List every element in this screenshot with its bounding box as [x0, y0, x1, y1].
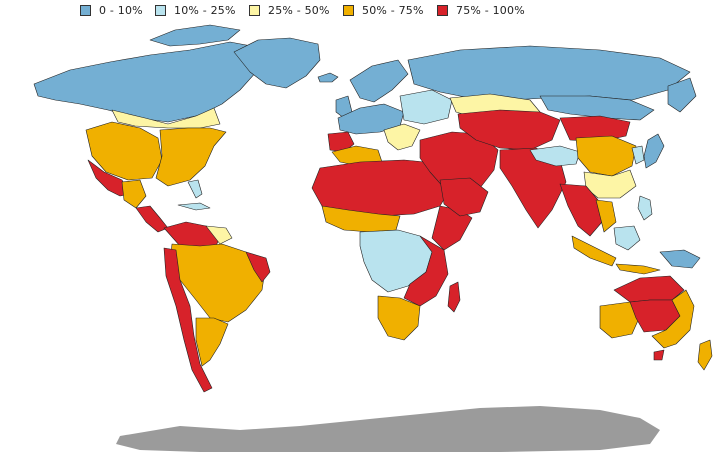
legend-label-25-50: 25% - 50% — [268, 3, 330, 17]
region-new-zealand — [697, 339, 713, 371]
region-canada-south — [111, 107, 221, 129]
region-tasmania — [653, 349, 665, 361]
legend-item-75-100: 75% - 100% — [437, 3, 525, 17]
region-tibet — [529, 145, 581, 167]
region-mexico-south — [121, 179, 147, 209]
region-canada-north — [33, 41, 263, 123]
legend-swatch-0-10 — [80, 4, 91, 16]
region-greenland — [233, 37, 321, 89]
legend-item-0-10: 0 - 10% — [80, 3, 143, 17]
region-australia-north — [613, 275, 685, 303]
region-korea — [631, 145, 645, 165]
legend-label-50-75: 50% - 75% — [362, 3, 424, 17]
region-central-africa — [359, 229, 433, 293]
region-sahara — [311, 159, 453, 217]
region-arabia — [439, 177, 489, 217]
legend-label-10-25: 10% - 25% — [174, 3, 236, 17]
region-indochina-south — [595, 199, 617, 233]
region-guianas — [205, 225, 233, 245]
region-australia-east — [651, 289, 695, 349]
legend-label-0-10: 0 - 10% — [99, 3, 143, 17]
map-legend: 0 - 10% 10% - 25% 25% - 50% 50% - 75% 75… — [0, 0, 720, 22]
region-kamchatka — [667, 77, 697, 113]
region-italy-balkans — [383, 123, 421, 151]
region-northeast-brazil — [245, 251, 271, 283]
legend-swatch-25-50 — [249, 4, 260, 16]
region-borneo — [613, 225, 641, 251]
region-china-north — [575, 135, 637, 177]
region-philippines — [637, 195, 653, 221]
region-central-america — [135, 205, 169, 233]
region-central-asia — [457, 109, 561, 151]
region-southeast-asia — [559, 183, 603, 237]
legend-swatch-50-75 — [343, 4, 354, 16]
region-southern-africa — [377, 295, 421, 341]
region-antarctica — [116, 406, 660, 452]
region-florida — [187, 179, 203, 199]
region-usa-west — [85, 121, 163, 181]
region-japan — [643, 133, 665, 169]
region-iceland — [317, 72, 339, 83]
legend-swatch-10-25 — [155, 4, 166, 16]
region-canadian-arctic-islands — [149, 24, 241, 47]
region-peru-chile — [163, 247, 213, 393]
legend-label-75-100: 75% - 100% — [456, 3, 525, 17]
region-siberia-south — [539, 95, 655, 121]
region-mongolia — [559, 115, 631, 143]
region-usa-east — [155, 127, 227, 187]
region-new-guinea — [659, 249, 701, 269]
legend-item-50-75: 50% - 75% — [343, 3, 424, 17]
region-lesser-sunda — [615, 263, 661, 275]
legend-item-25-50: 25% - 50% — [249, 3, 330, 17]
region-cuba — [177, 202, 211, 211]
legend-item-10-25: 10% - 25% — [155, 3, 236, 17]
region-eastern-europe — [399, 89, 453, 125]
region-argentina — [195, 317, 229, 367]
region-madagascar — [447, 281, 461, 313]
region-east-africa — [403, 235, 449, 307]
region-scandinavia — [349, 59, 409, 103]
legend-swatch-75-100 — [437, 4, 448, 16]
region-sumatra-java — [571, 235, 617, 267]
region-russia-north — [407, 45, 691, 101]
